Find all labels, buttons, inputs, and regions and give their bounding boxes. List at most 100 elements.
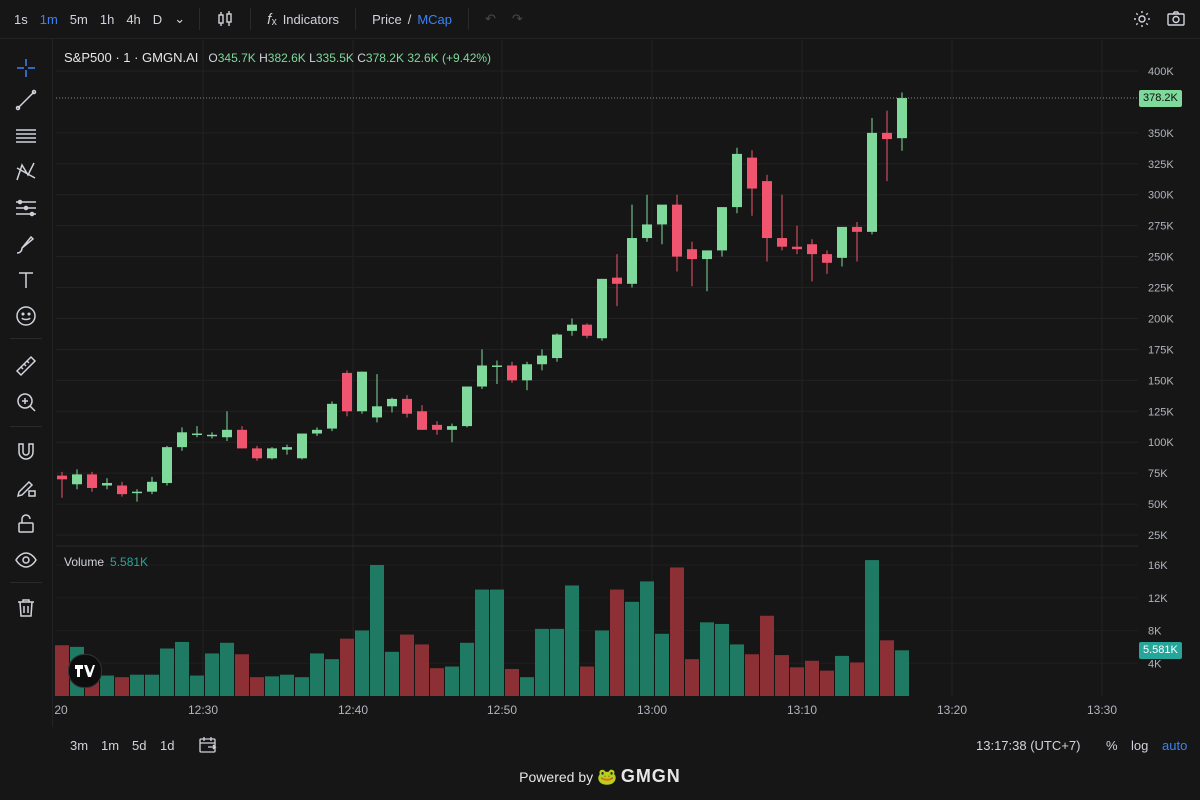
candle-body (57, 475, 67, 480)
trend-line-icon[interactable] (12, 86, 40, 114)
timeframe-5m[interactable]: 5m (69, 11, 88, 27)
y-tick-label: 125K (1148, 406, 1174, 418)
candle-body (252, 448, 262, 459)
volume-bar (835, 655, 849, 696)
volume-bar (760, 615, 774, 696)
candle-body (792, 246, 802, 250)
x-tick-label: 12:50 (487, 703, 517, 717)
grid-lines (56, 40, 1138, 696)
y-tick-label: 350K (1148, 128, 1174, 140)
range-1d[interactable]: 1d (160, 738, 175, 753)
timeframe-4h[interactable]: 4h (126, 11, 141, 27)
volume-bar (340, 638, 354, 696)
change-value: 32.6K (+9.42%) (407, 50, 492, 65)
candle-body (132, 491, 142, 494)
brush-icon[interactable] (12, 230, 40, 258)
magnet-icon[interactable] (12, 438, 40, 466)
candle-body (72, 474, 82, 485)
candle-body (582, 324, 592, 336)
timeframe-1m[interactable]: 1m (39, 11, 58, 27)
clock-readout[interactable]: 13:17:38 (UTC+7) (976, 738, 1081, 753)
zoom-in-icon[interactable] (12, 388, 40, 416)
candle-body (102, 483, 112, 486)
brand-name: GMGN (620, 766, 681, 786)
volume-bars-group (55, 560, 909, 696)
volume-bar (745, 654, 759, 696)
candle-body (342, 372, 352, 412)
high-key: H (259, 50, 268, 65)
symbol-title[interactable]: S&P500 · 1 · GMGN.AI (64, 50, 199, 65)
volume-bar (325, 659, 339, 696)
candle-body (117, 485, 127, 495)
chevron-down-icon[interactable]: ⌄ (174, 11, 186, 26)
tradingview-logo[interactable] (68, 654, 102, 688)
powered-by-label: Powered by (519, 769, 594, 785)
volume-axis: 16K 12K 8K 4K (1148, 560, 1168, 670)
price-mcap-toggle[interactable]: Price / MCap (364, 12, 460, 27)
ruler-icon[interactable] (12, 352, 40, 380)
close-key: C (357, 50, 366, 65)
low-key: L (309, 50, 316, 65)
log-toggle[interactable]: log (1131, 738, 1149, 753)
y-tick-label: 275K (1148, 221, 1174, 233)
lock-icon[interactable] (12, 510, 40, 538)
candle-body (672, 204, 682, 257)
y-tick-label: 75K (1148, 468, 1168, 480)
gear-icon[interactable] (1132, 9, 1152, 32)
time-axis[interactable]: 20 12:30 12:40 12:50 13:00 13:10 13:20 13:30 (54, 703, 1117, 717)
last-price-tag: 378.2K (1139, 90, 1182, 107)
timeframe-d[interactable]: D (152, 11, 163, 27)
volume-bar (145, 674, 159, 696)
volume-bar (580, 666, 594, 696)
camera-icon[interactable] (1166, 9, 1186, 32)
timeframe-1h[interactable]: 1h (99, 11, 115, 27)
volume-bar (880, 640, 894, 696)
function-icon: 𝑓ₓ (267, 10, 277, 28)
timeframe-1s[interactable]: 1s (14, 11, 28, 27)
trash-icon[interactable] (12, 594, 40, 622)
candle-body (747, 157, 757, 189)
y-tick-label: 100K (1148, 437, 1174, 449)
y-tick-label: 175K (1148, 344, 1174, 356)
horizontal-lines-icon[interactable] (12, 122, 40, 150)
top-toolbar: 1s 1m 5m 1h 4h D ⌄ 𝑓ₓ Indicators Price /… (0, 0, 1200, 38)
percent-toggle[interactable]: % (1106, 738, 1118, 753)
range-5d[interactable]: 5d (132, 738, 147, 753)
y-tick-label: 325K (1148, 159, 1174, 171)
candle-body (492, 365, 502, 367)
candle-body (447, 426, 457, 430)
candlestick-chart[interactable]: 400K 350K 325K 300K 275K 250K 225K 200K 175K 150K… (0, 0, 1200, 730)
auto-toggle[interactable]: auto (1162, 738, 1188, 753)
calendar-icon[interactable] (198, 735, 218, 758)
last-volume-tag: 5.581K (1139, 642, 1182, 659)
fib-icon[interactable] (12, 194, 40, 222)
volume-bar (565, 585, 579, 696)
range-3m[interactable]: 3m (70, 738, 89, 753)
y-tick-label: 250K (1148, 252, 1174, 264)
eye-icon[interactable] (12, 546, 40, 574)
toolbar-divider (250, 8, 252, 30)
candle-body (237, 429, 247, 449)
candle-body (852, 226, 862, 232)
chart-type-button[interactable] (208, 10, 242, 28)
text-icon[interactable] (12, 266, 40, 294)
volume-legend: Volume 5.581K (64, 555, 148, 569)
volume-bar (820, 670, 834, 696)
undo-icon[interactable]: ↶ (485, 11, 496, 26)
indicators-button[interactable]: 𝑓ₓ Indicators (259, 11, 347, 28)
crosshair-icon[interactable] (12, 54, 40, 82)
volume-bar (490, 589, 504, 696)
candle-body (87, 474, 97, 488)
candle-body (417, 411, 427, 430)
volume-bar (220, 642, 234, 696)
price-axis[interactable]: 400K 350K 325K 300K 275K 250K 225K 200K 175K 150K… (1148, 66, 1174, 542)
candle-body (177, 432, 187, 448)
pattern-icon[interactable] (12, 158, 40, 186)
pencil-lock-icon[interactable] (12, 474, 40, 502)
volume-label: Volume (64, 555, 105, 569)
y-tick-label: 225K (1148, 283, 1174, 295)
range-1m[interactable]: 1m (101, 738, 120, 753)
volume-bar (400, 634, 414, 696)
emoji-icon[interactable] (12, 302, 40, 330)
redo-icon[interactable]: ↷ (511, 11, 523, 26)
